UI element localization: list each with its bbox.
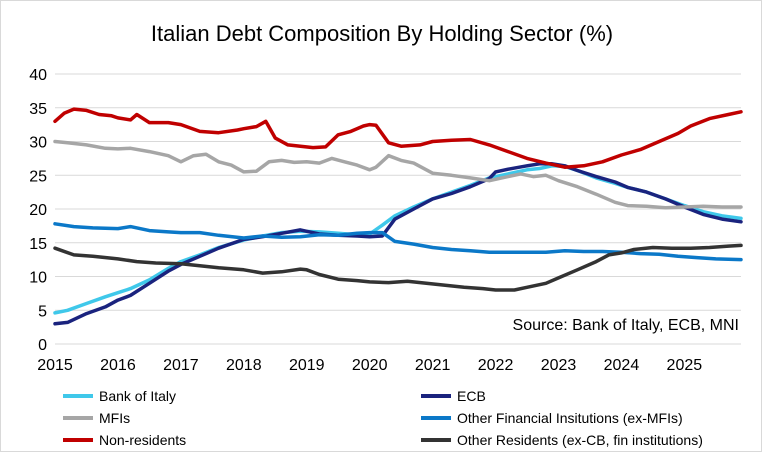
legend-label: Bank of Italy — [99, 388, 176, 404]
x-tick-label: 2025 — [667, 357, 703, 374]
x-axis-ticks: 2015 2016 2017 2018 2019 2020 2021 2022 2023 2024… — [37, 357, 702, 374]
x-tick-label: 2022 — [478, 357, 514, 374]
legend-label: Non-residents — [99, 432, 186, 448]
legend: Bank of Italy ECB MFIs Other Financial Insi… — [63, 388, 703, 448]
x-tick-label: 2021 — [415, 357, 451, 374]
y-tick-label: 15 — [29, 236, 47, 253]
gridlines — [55, 73, 741, 345]
series-line-4 — [53, 107, 743, 169]
series-lines — [53, 107, 743, 326]
x-tick-label: 2017 — [163, 357, 199, 374]
legend-label: ECB — [457, 388, 486, 404]
x-tick-label: 2024 — [604, 357, 640, 374]
x-tick-label: 2018 — [226, 357, 262, 374]
y-axis-ticks: 0 5 10 15 20 25 30 35 40 — [29, 67, 47, 354]
x-tick-label: 2016 — [100, 357, 136, 374]
y-tick-label: 0 — [38, 337, 47, 354]
series-line-0 — [53, 164, 743, 315]
x-tick-label: 2020 — [352, 357, 388, 374]
legend-label: MFIs — [99, 410, 130, 426]
y-tick-label: 10 — [29, 270, 47, 287]
chart-title: Italian Debt Composition By Holding Sect… — [151, 21, 613, 46]
x-tick-label: 2019 — [289, 357, 325, 374]
series-line-5 — [53, 243, 743, 292]
y-tick-label: 25 — [29, 168, 47, 185]
legend-label: Other Financial Insitutions (ex-MFIs) — [457, 410, 683, 426]
series-line-1 — [53, 162, 743, 326]
y-tick-label: 35 — [29, 101, 47, 118]
x-tick-label: 2015 — [37, 357, 73, 374]
y-tick-label: 40 — [29, 67, 47, 84]
series-line-2 — [53, 139, 743, 210]
legend-label: Other Residents (ex-CB, fin institutions… — [457, 432, 703, 448]
x-tick-label: 2023 — [541, 357, 577, 374]
y-tick-label: 30 — [29, 135, 47, 152]
source-annotation: Source: Bank of Italy, ECB, MNI — [513, 317, 739, 334]
series-line-3 — [53, 222, 743, 262]
y-tick-label: 20 — [29, 202, 47, 219]
y-tick-label: 5 — [38, 303, 47, 320]
